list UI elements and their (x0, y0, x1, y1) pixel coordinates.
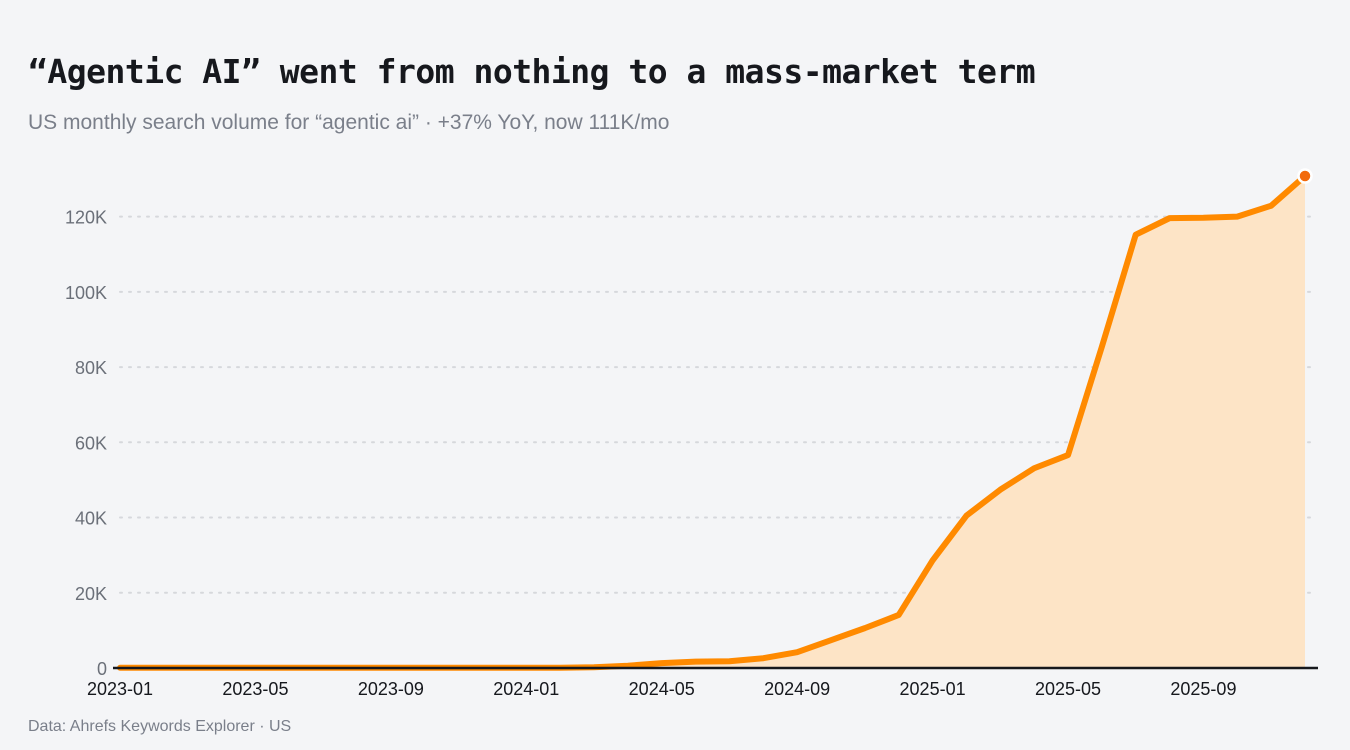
y-tick-label: 80K (75, 358, 107, 378)
x-tick-label: 2023-01 (87, 679, 153, 699)
y-tick-label: 0 (97, 659, 107, 679)
tick-labels: 0 20K 40K 60K 80K 100K 120K 2023-01 2023-05 2023-… (65, 208, 1237, 699)
x-tick-label: 2023-05 (222, 679, 288, 699)
x-tick-label: 2024-01 (493, 679, 559, 699)
x-tick-label: 2024-09 (764, 679, 830, 699)
x-tick-label: 2025-09 (1170, 679, 1236, 699)
last-data-point (1297, 168, 1313, 184)
y-tick-label: 20K (75, 584, 107, 604)
x-tick-label: 2025-01 (900, 679, 966, 699)
x-tick-label: 2023-09 (358, 679, 424, 699)
data-source-note: Data: Ahrefs Keywords Explorer · US (28, 718, 292, 735)
y-tick-label: 60K (75, 433, 107, 453)
y-tick-label: 40K (75, 509, 107, 529)
area-fill (120, 176, 1305, 668)
x-tick-label: 2024-05 (629, 679, 695, 699)
y-tick-label: 120K (65, 208, 107, 228)
chart-subtitle: US monthly search volume for “agentic ai… (28, 111, 670, 134)
x-tick-label: 2025-05 (1035, 679, 1101, 699)
area-layer (117, 168, 1313, 671)
y-tick-label: 100K (65, 283, 107, 303)
chart-title: “Agentic AI” went from nothing to a mass… (28, 52, 1036, 91)
